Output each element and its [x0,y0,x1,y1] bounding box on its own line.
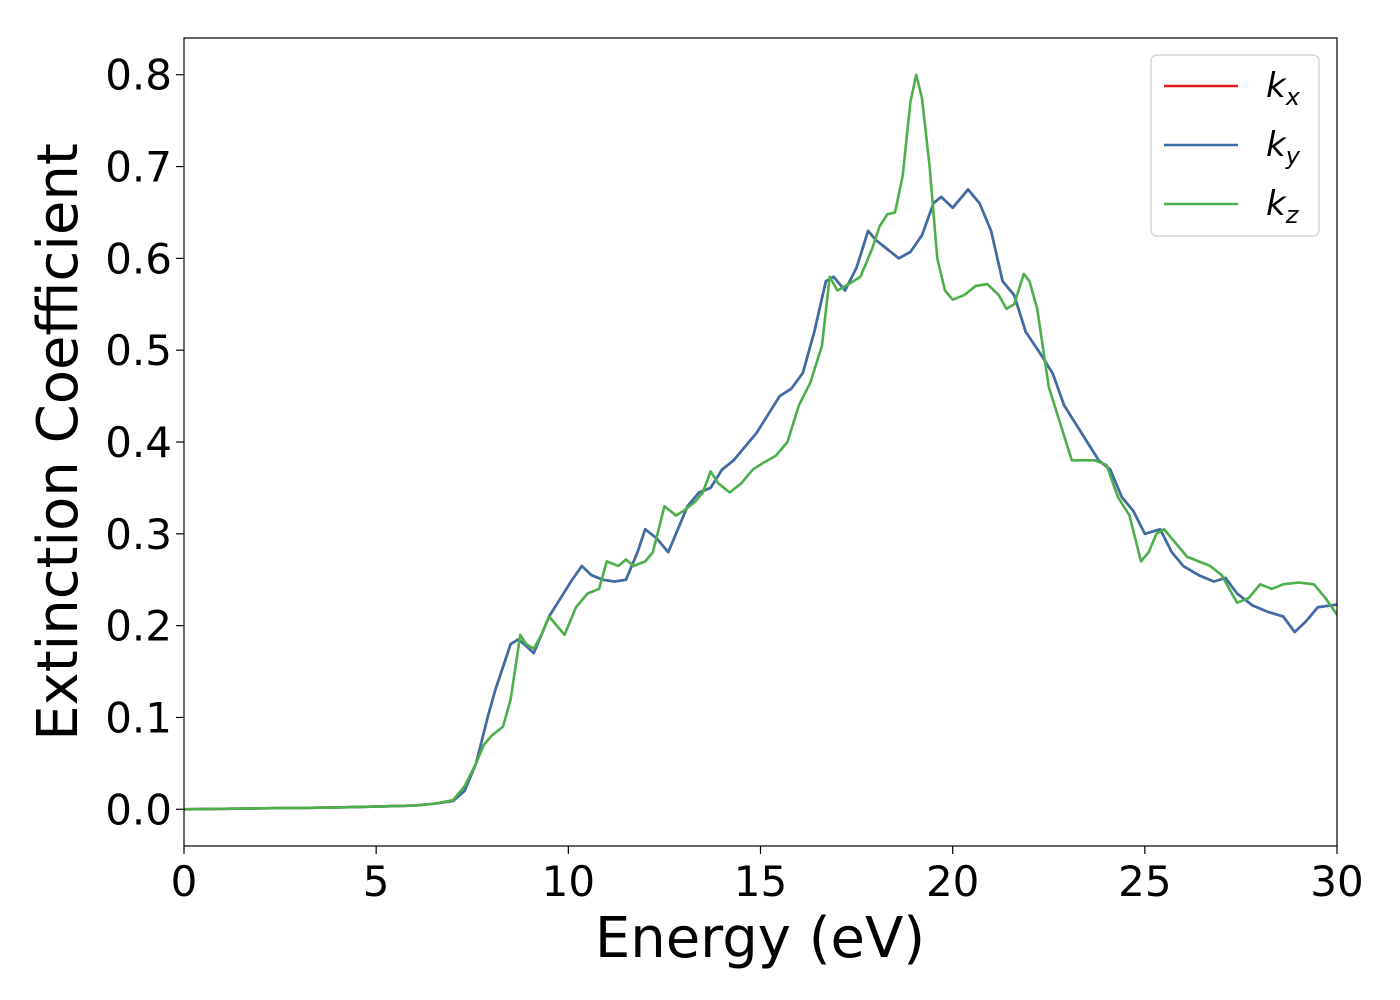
series-layer [184,73,1337,811]
y-tick-label: 0.0 [105,785,172,834]
x-tick-label: 0 [171,857,198,906]
x-tick-label: 10 [542,857,595,906]
legend-label-kz: kz [1266,184,1300,229]
y-tick-label: 0.8 [105,51,172,100]
x-axis-title: Energy (eV) [595,906,925,971]
y-axis-title: Extinction Coefficient [26,143,91,741]
series-line-kz [184,73,1337,811]
y-tick-label: 0.4 [105,418,172,467]
legend-label-ky: ky [1266,125,1301,170]
x-tick-label: 20 [926,857,979,906]
y-tick-label: 0.3 [105,510,172,559]
y-axis-ticks: 0.0 0.1 0.2 0.3 0.4 0.5 0.6 0.7 0.8 [105,51,184,834]
y-tick-label: 0.2 [105,602,172,651]
x-axis-ticks: 0 5 10 15 20 25 30 [171,846,1364,906]
series-line-kx [184,188,1337,811]
y-tick-label: 0.6 [105,234,172,283]
legend: kx ky kz [1150,54,1320,237]
y-tick-label: 0.7 [105,143,172,192]
x-tick-label: 30 [1310,857,1363,906]
y-tick-label: 0.1 [105,693,172,742]
series-line-ky [184,188,1337,811]
x-tick-label: 5 [363,857,390,906]
y-tick-label: 0.5 [105,326,172,375]
legend-label-kx: kx [1266,66,1301,111]
x-tick-label: 15 [734,857,787,906]
x-tick-label: 25 [1118,857,1171,906]
